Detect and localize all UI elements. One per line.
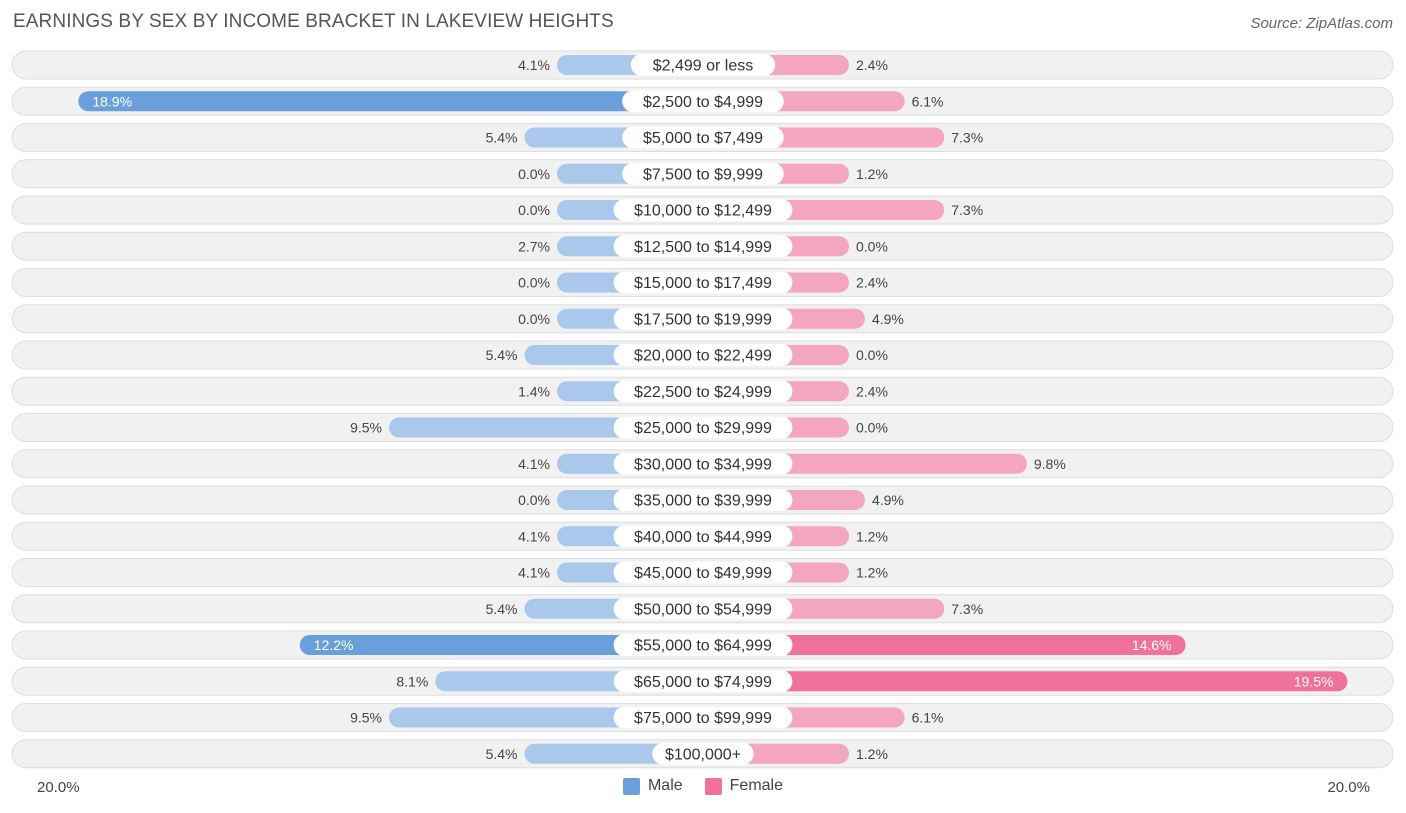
category-label: $75,000 to $99,999 [634, 710, 772, 727]
female-value-label: 0.0% [856, 238, 888, 254]
female-value-label: 19.5% [1294, 673, 1334, 689]
category-label: $55,000 to $64,999 [634, 638, 772, 655]
category-label-bg [613, 416, 793, 439]
female-value-label: 1.2% [856, 166, 888, 182]
category-label: $15,000 to $17,499 [634, 275, 772, 292]
category-label: $2,499 or less [653, 58, 754, 75]
category-label-bg [613, 670, 793, 693]
male-value-label: 8.1% [396, 673, 428, 689]
female-value-label: 2.4% [856, 275, 888, 291]
female-value-label: 7.3% [951, 601, 983, 617]
category-label-bg [613, 307, 793, 330]
legend: Male Female [0, 777, 1406, 795]
category-label-bg [622, 126, 784, 149]
category-label-bg [613, 561, 793, 584]
category-label-bg [613, 271, 793, 294]
male-value-label: 4.1% [518, 528, 550, 544]
category-label-bg [613, 344, 793, 366]
category-label-bg [613, 489, 793, 511]
category-label: $22,500 to $24,999 [634, 384, 772, 401]
male-value-label: 0.0% [518, 166, 550, 182]
category-label: $12,500 to $14,999 [634, 239, 772, 256]
category-label-bg [613, 380, 793, 403]
male-value-label: 5.4% [486, 601, 518, 617]
male-value-label: 5.4% [486, 746, 518, 762]
female-value-label: 4.9% [872, 492, 904, 508]
female-value-label: 9.8% [1034, 456, 1066, 472]
category-label-bg [613, 597, 793, 620]
female-value-label: 4.9% [872, 311, 904, 327]
female-value-label: 6.1% [912, 710, 944, 726]
category-label: $17,500 to $19,999 [634, 311, 772, 328]
male-value-label: 2.7% [518, 238, 550, 254]
female-value-label: 14.6% [1132, 637, 1172, 653]
legend-swatch-female [704, 777, 722, 795]
female-value-label: 1.2% [856, 565, 888, 581]
male-value-label: 0.0% [518, 311, 550, 327]
category-label-bg [613, 199, 793, 221]
category-label: $20,000 to $22,499 [634, 348, 772, 365]
category-label: $40,000 to $44,999 [634, 529, 772, 546]
male-bar [78, 91, 704, 112]
legend-label-female: Female [729, 777, 784, 794]
category-label-bg [613, 706, 793, 729]
male-value-label: 4.1% [518, 565, 550, 581]
male-value-label: 1.4% [518, 383, 550, 399]
female-bar [703, 671, 1348, 692]
legend-item-male[interactable]: Male [622, 777, 683, 795]
axis-right-label: 20.0% [1327, 779, 1370, 796]
category-label: $25,000 to $29,999 [634, 420, 772, 437]
male-value-label: 9.5% [350, 420, 382, 436]
female-value-label: 0.0% [856, 420, 888, 436]
category-label: $50,000 to $54,999 [634, 601, 772, 618]
category-label-bg [613, 634, 793, 656]
category-label: $7,500 to $9,999 [643, 166, 763, 183]
category-label-bg [622, 162, 784, 185]
female-value-label: 7.3% [951, 202, 983, 218]
male-value-label: 0.0% [518, 275, 550, 291]
male-value-label: 9.5% [350, 710, 382, 726]
category-label-bg [613, 452, 793, 475]
category-label: $5,000 to $7,499 [643, 130, 763, 147]
female-value-label: 1.2% [856, 746, 888, 762]
legend-swatch-male [622, 777, 640, 795]
category-label-bg [652, 742, 754, 765]
category-label-bg [630, 54, 776, 76]
category-label: $10,000 to $12,499 [634, 203, 772, 220]
male-value-label: 0.0% [518, 492, 550, 508]
female-value-label: 2.4% [856, 57, 888, 73]
legend-label-male: Male [647, 777, 683, 794]
category-label-bg [622, 90, 784, 113]
female-value-label: 2.4% [856, 383, 888, 399]
female-value-label: 1.2% [856, 528, 888, 544]
female-value-label: 7.3% [951, 130, 983, 146]
category-label: $45,000 to $49,999 [634, 565, 772, 582]
category-label: $65,000 to $74,999 [634, 674, 772, 691]
category-label-bg [613, 235, 793, 258]
source-label: Source: ZipAtlas.com [1250, 15, 1393, 32]
male-value-label: 4.1% [518, 57, 550, 73]
male-value-label: 5.4% [486, 130, 518, 146]
category-label: $30,000 to $34,999 [634, 456, 772, 473]
male-value-label: 4.1% [518, 456, 550, 472]
category-label: $100,000+ [665, 746, 741, 763]
female-value-label: 6.1% [912, 93, 944, 109]
male-value-label: 12.2% [314, 637, 354, 653]
category-label: $2,500 to $4,999 [643, 94, 763, 111]
category-label: $35,000 to $39,999 [634, 493, 772, 510]
female-bar [703, 635, 1186, 655]
female-value-label: 0.0% [856, 347, 888, 363]
category-label-bg [613, 525, 793, 548]
male-value-label: 0.0% [518, 202, 550, 218]
legend-item-female[interactable]: Female [704, 777, 784, 795]
male-value-label: 5.4% [486, 347, 518, 363]
male-bar [299, 635, 703, 655]
axis-left-label: 20.0% [37, 779, 80, 796]
chart-title: EARNINGS BY SEX BY INCOME BRACKET IN LAK… [13, 11, 614, 32]
male-value-label: 18.9% [92, 93, 132, 109]
